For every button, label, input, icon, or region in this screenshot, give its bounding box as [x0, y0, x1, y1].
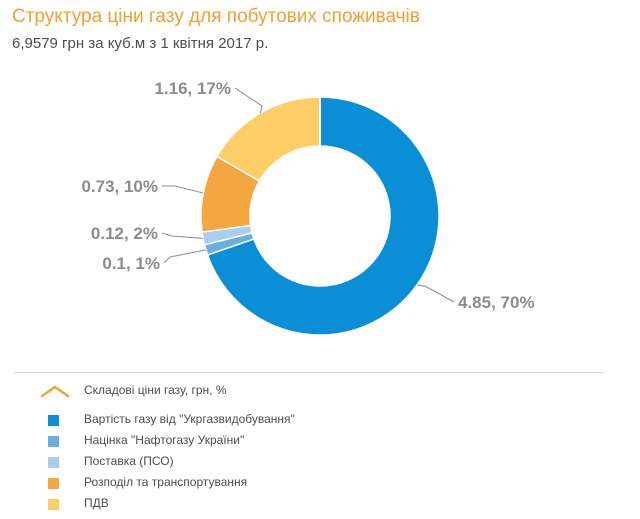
legend-divider	[14, 372, 604, 373]
legend-swatch	[48, 415, 59, 426]
chevron-up-icon[interactable]	[40, 384, 70, 398]
legend-label: Вартість газу від "Укргазвидобування"	[84, 412, 295, 426]
slice-data-label: 4.85, 70%	[458, 293, 535, 312]
legend-label: Націнка "Нафтогазу України"	[84, 433, 245, 447]
legend-label: Поставка (ПСО)	[84, 454, 174, 468]
legend-title: Складові ціни газу, грн, %	[84, 383, 227, 397]
legend-swatch	[48, 499, 59, 510]
chart-subtitle: 6,9579 грн за куб.м з 1 квітня 2017 р.	[12, 35, 269, 52]
slice-data-label: 0.12, 2%	[91, 224, 158, 243]
donut-slice[interactable]	[215, 96, 321, 183]
legend-swatch	[48, 436, 59, 447]
donut-slice[interactable]	[206, 96, 440, 336]
callout-line	[161, 232, 204, 239]
legend-label: ПДВ	[84, 496, 109, 510]
slice-data-label: 1.16, 17%	[154, 79, 231, 98]
slice-data-label: 0.1, 1%	[102, 254, 160, 273]
callout-line	[162, 185, 204, 194]
legend-swatch	[48, 457, 59, 468]
callout-line	[163, 249, 207, 264]
callout-line	[416, 284, 455, 303]
slice-data-label: 0.73, 10%	[81, 177, 158, 196]
callout-line	[234, 87, 263, 114]
legend-label: Розподіл та транспортування	[84, 475, 248, 489]
legend-swatch	[48, 478, 59, 489]
chart-title: Структура ціни газу для побутових спожив…	[12, 6, 420, 27]
donut-chart: 4.85, 70% 0.1, 1% 0.12, 2% 0.73, 10% 1.16, 1…	[81, 79, 535, 336]
